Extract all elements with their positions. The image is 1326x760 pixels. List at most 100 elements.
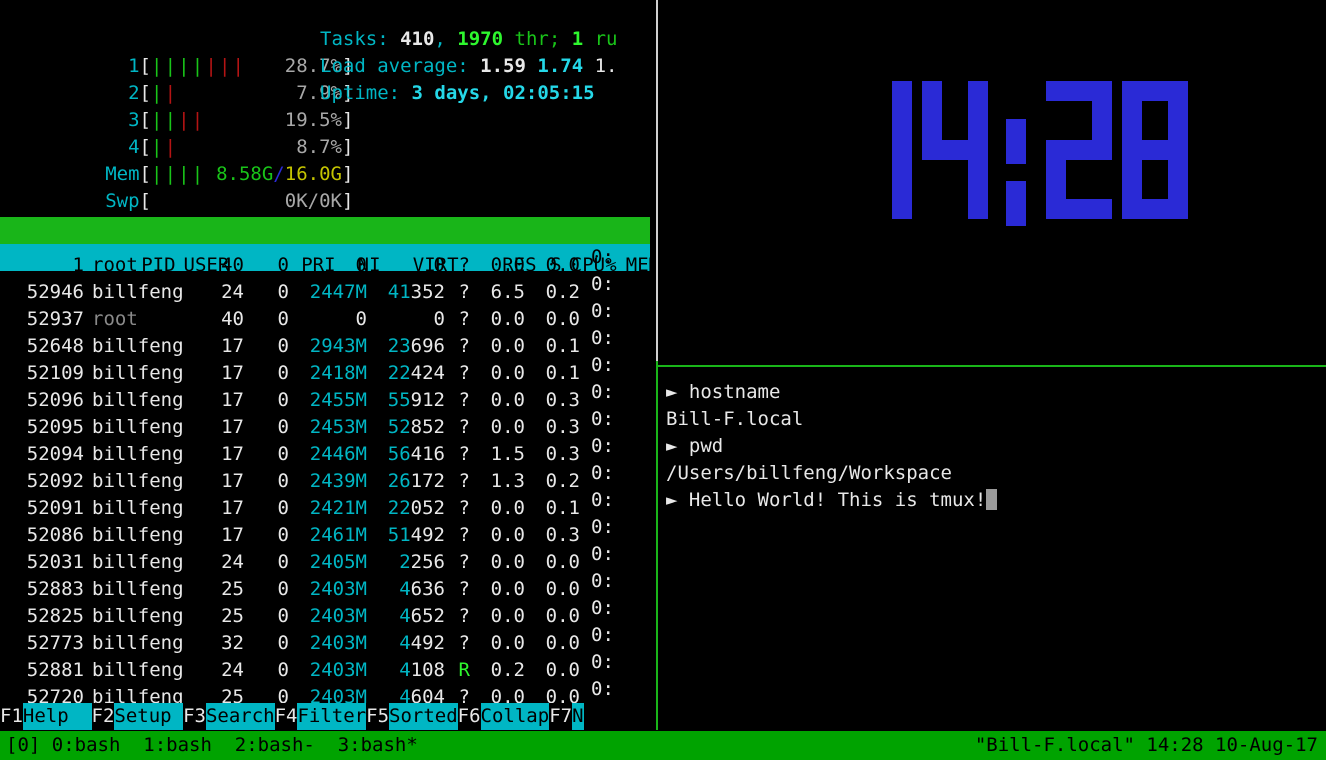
table-row[interactable]: 52825 billfeng 25 0 2403M 4652? 0.0 0.0 0: (0, 595, 650, 627)
shell-command-line: ► hostname (660, 379, 1326, 406)
cell-state: ? (458, 335, 470, 357)
table-row[interactable]: 52648 billfeng 17 0 2943M 23696? 0.0 0.1 0: (0, 325, 650, 357)
cell-user: billfeng (92, 686, 184, 708)
meter-bar: | (178, 163, 190, 185)
cpu-meter-3-bars: | | | | (151, 107, 260, 134)
cell-res: 41352 (367, 279, 445, 306)
fkey-f5-label[interactable]: Sorted (389, 703, 458, 730)
cell-state: ? (458, 416, 470, 438)
bracket-open: [ (139, 109, 151, 131)
clock-digit (1122, 81, 1198, 219)
cell-user: billfeng (92, 605, 184, 627)
fkey-f3-key[interactable]: F3 (183, 703, 206, 730)
cell-pri: 24 (221, 659, 244, 681)
cell-pri: 25 (221, 686, 244, 708)
clock-colon (998, 81, 1046, 226)
cell-pid: 52086 (26, 524, 84, 546)
table-row[interactable]: 52720 billfeng 25 0 2403M 4604? 0.0 0.0 0: (0, 676, 650, 708)
table-row[interactable]: 52946 billfeng 24 0 2447M 41352? 6.5 0.2 0: (0, 271, 650, 303)
table-row[interactable]: 52031 billfeng 24 0 2405M 2256? 0.0 0.0 0: (0, 541, 650, 573)
clock-segment-c (892, 147, 912, 219)
status-bar-window-list[interactable]: [0] 0:bash 1:bash 2:bash- 3:bash* (6, 734, 418, 756)
function-key-bar[interactable]: F1Help F2Setup F3SearchF4FilterF5SortedF… (0, 703, 650, 730)
cell-time: 0: (591, 300, 614, 322)
table-row[interactable]: 52092 billfeng 17 0 2439M 26172? 1.3 0.2 0: (0, 460, 650, 492)
tmux-status-bar[interactable]: [0] 0:bash 1:bash 2:bash- 3:bash* "Bill-… (0, 731, 1326, 760)
process-table[interactable]: PIDUSERPRINIVIRTRESSCPU%MEM%T 1root40000… (0, 217, 650, 708)
table-row[interactable]: 52109 billfeng 17 0 2418M 22424? 0.0 0.1 0: (0, 352, 650, 384)
fkey-f3-label[interactable]: Search (205, 703, 275, 730)
table-row[interactable]: 52881 billfeng 24 0 2403M 4108 R 0.2 0.0 0: (0, 649, 650, 681)
cell-user: root (92, 254, 138, 276)
thread-count: 1970 (457, 28, 504, 50)
cell-cpu: 0.0 (490, 416, 525, 438)
table-row[interactable]: 52095 billfeng 17 0 2453M 52852? 0.0 0.3 0: (0, 406, 650, 438)
fkey-f7-key[interactable]: F7 (549, 703, 573, 730)
cell-mem: 0.2 (545, 281, 580, 303)
fkey-f1-label[interactable]: Help (22, 703, 92, 730)
cell-res-low: 108 (410, 659, 445, 681)
shell-output-line: Bill-F.local (660, 406, 1326, 433)
uptime-line: Uptime: 3 days, 02:05:15 (320, 80, 617, 107)
cell-res-low: 424 (410, 362, 445, 384)
cell-pid: 52825 (26, 605, 84, 627)
cell-res-high: 4 (399, 632, 411, 654)
meter-bar: | (218, 55, 231, 77)
cell-ni: 0 (277, 389, 289, 411)
cell-user: billfeng (92, 659, 184, 681)
cell-pid: 52937 (26, 308, 84, 330)
cell-res-low: 172 (410, 470, 445, 492)
table-row[interactable]: 52937 root 40 0 0 0? 0.0 0.0 0: (0, 298, 650, 330)
cell-pid: 52773 (26, 632, 84, 654)
cell-time: 0: (591, 246, 614, 268)
cell-res: 4652 (367, 603, 445, 630)
cell-res-low: 696 (410, 335, 445, 357)
htop-pane[interactable]: 1[| | | | | | | 28.7%] 2[| | 7.9%] 3[| | | | 19.5%] 4… (0, 0, 650, 730)
fkey-f6-label[interactable]: Collap (480, 703, 550, 730)
fkey-f2-label[interactable]: Setup (114, 703, 184, 730)
pane-divider-vertical[interactable] (656, 361, 658, 730)
meter-bar: | (164, 55, 177, 77)
fkey-f4-label[interactable]: Filter (297, 703, 367, 730)
pane-divider-horizontal[interactable] (658, 365, 1326, 367)
table-row[interactable]: 52086 billfeng 17 0 2461M 51492? 0.0 0.3 0: (0, 514, 650, 546)
shell-pane[interactable]: ► hostname Bill-F.local ► pwd/Users/billfe… (660, 368, 1326, 730)
cell-res: 0 (367, 252, 445, 279)
colon-dot-top (1006, 119, 1026, 164)
status-bar-host-time: "Bill-F.local" 14:28 10-Aug-17 (974, 734, 1318, 756)
cell-mem: 0.2 (545, 470, 580, 492)
fkey-f2-key[interactable]: F2 (91, 703, 115, 730)
cell-pid: 52648 (26, 335, 84, 357)
cell-time: 0: (591, 543, 614, 565)
clock-pane[interactable] (660, 0, 1326, 363)
fkey-f1-key[interactable]: F1 (0, 703, 23, 730)
mem-meter-value: 8.58G/16.0G (205, 161, 342, 188)
table-row[interactable]: 52096 billfeng 17 0 2455M 55912? 0.0 0.3 0: (0, 379, 650, 411)
table-row[interactable]: 52883 billfeng 25 0 2403M 4636? 0.0 0.0 0: (0, 568, 650, 600)
fkey-f7-label[interactable]: N (572, 703, 584, 730)
cell-pri: 17 (221, 389, 244, 411)
fkey-f4-key[interactable]: F4 (274, 703, 298, 730)
table-row[interactable]: 52773 billfeng 32 0 2403M 4492? 0.0 0.0 0: (0, 622, 650, 654)
cell-state: ? (458, 524, 470, 546)
cell-time: 0: (591, 489, 614, 511)
pane-divider-vertical-active[interactable] (656, 0, 658, 361)
cell-virt: 2455M (309, 389, 367, 411)
cell-state: R (458, 659, 470, 681)
process-table-header[interactable]: PIDUSERPRINIVIRTRESSCPU%MEM%T (0, 217, 650, 276)
cpu-meter-3-pct: 19.5% (284, 109, 342, 131)
cell-user: root (92, 308, 138, 330)
mem-meter: Mem[| | | | 8.58G/16.0G] (0, 134, 353, 185)
cell-mem: 0.0 (545, 254, 580, 276)
fkey-f5-key[interactable]: F5 (366, 703, 390, 730)
column-header-mem[interactable]: MEM% (625, 254, 650, 276)
cell-pri: 17 (221, 443, 244, 465)
cell-virt: 2421M (309, 497, 367, 519)
table-row[interactable]: 52091 billfeng 17 0 2421M 22052? 0.0 0.1 0: (0, 487, 650, 519)
table-row[interactable]: 52094 billfeng 17 0 2446M 56416? 1.5 0.3 0: (0, 433, 650, 465)
fkey-f6-key[interactable]: F6 (457, 703, 481, 730)
cell-ni: 0 (277, 551, 289, 573)
table-row[interactable]: 1 root 40 0 0 0? 0.0 0.0 0: (0, 244, 650, 276)
cell-res: 56416 (367, 441, 445, 468)
cell-ni: 0 (277, 605, 289, 627)
